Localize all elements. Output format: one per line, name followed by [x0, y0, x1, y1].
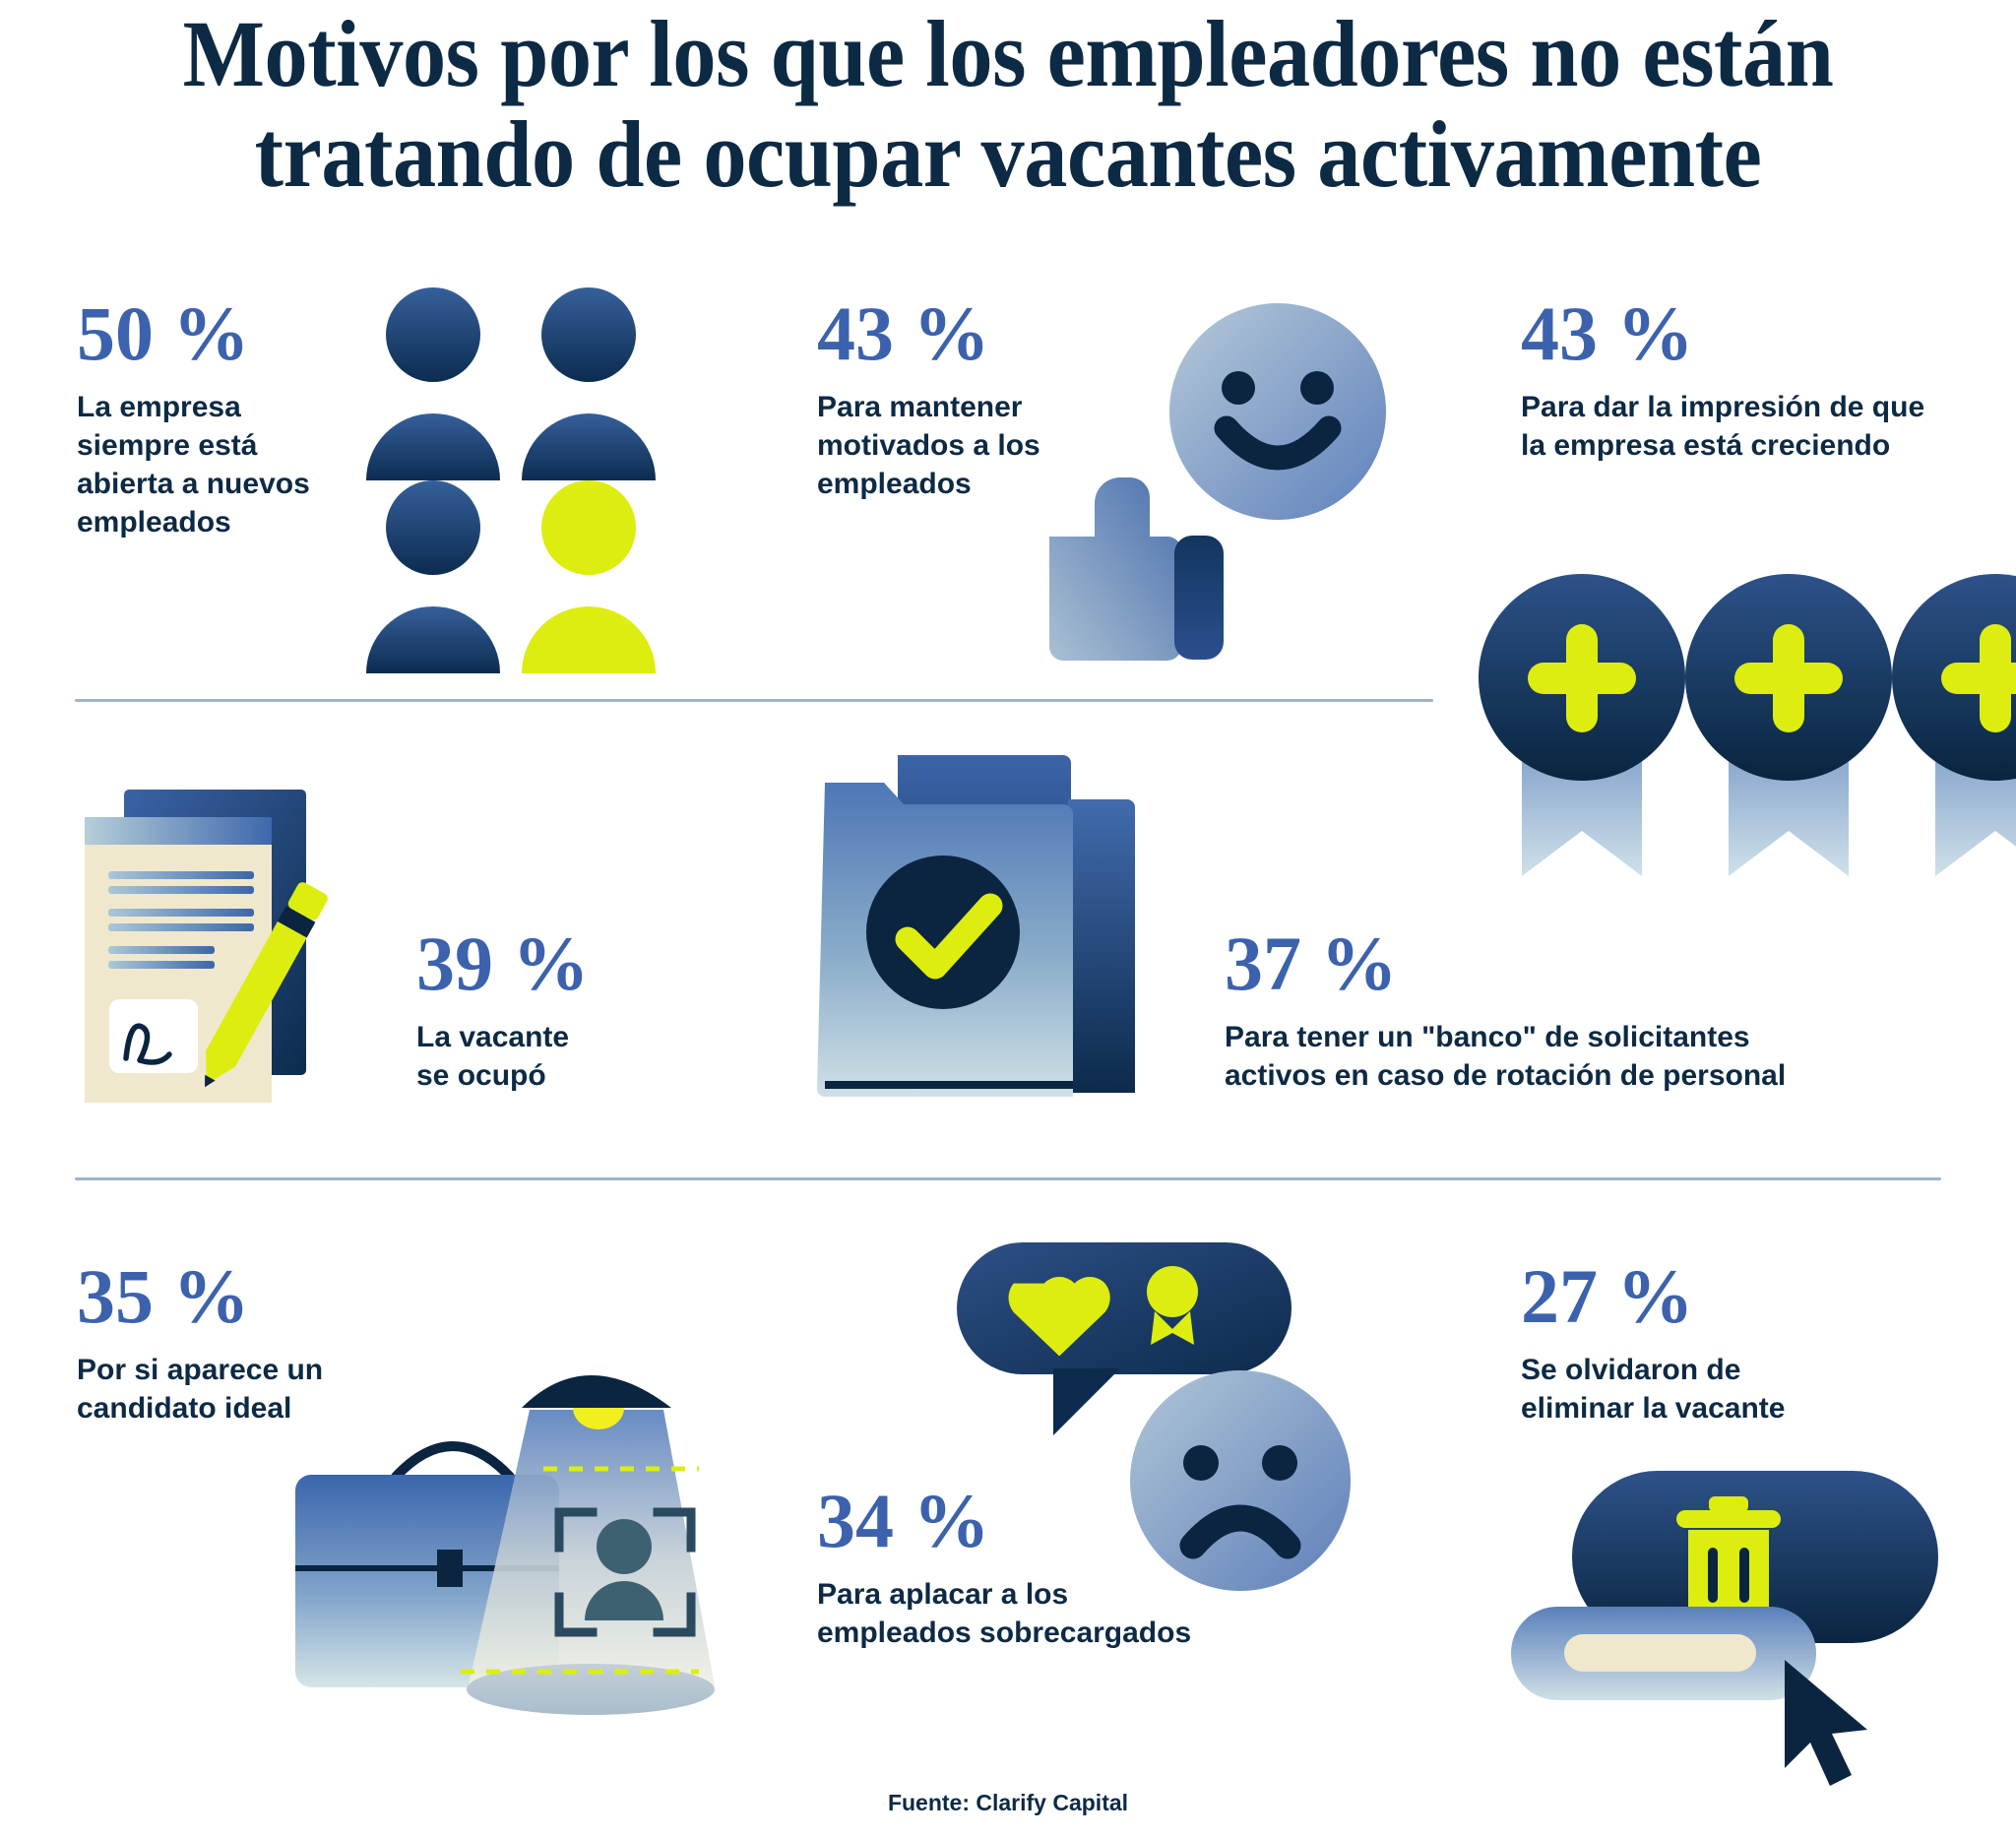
- stat-block-34: 34 % Para aplacar a los empleados sobrec…: [817, 1483, 1290, 1652]
- smiley-thumbsup-icon: [1043, 285, 1437, 661]
- divider-row-1: [75, 699, 1433, 702]
- plus-badges-icon: [1479, 561, 2016, 896]
- stat-block-43-motivados: 43 % Para mantener motivados a los emple…: [817, 295, 1112, 503]
- briefcase-spotlight-icon: [285, 1347, 715, 1760]
- page-title: Motivos por los que los empleadores no e…: [182, 1, 1834, 207]
- stat-percent: 34 %: [817, 1478, 990, 1563]
- stat-block-35: 35 % Por si aparece un candidato ideal: [77, 1258, 402, 1427]
- signed-document-pen-icon: [77, 778, 402, 1103]
- stat-percent: 43 %: [1521, 290, 1694, 376]
- stat-block-43-impresion: 43 % Para dar la impresión de que la emp…: [1521, 295, 2013, 465]
- divider-row-2: [75, 1177, 1941, 1180]
- stat-percent: 35 %: [77, 1253, 250, 1339]
- stat-description: La vacante se ocupó: [416, 1021, 570, 1092]
- stat-description: Para tener un "banco" de solicitantes ac…: [1225, 1021, 1787, 1092]
- trash-cursor-icon: [1501, 1445, 1944, 1839]
- stat-description: Para mantener motivados a los empleados: [817, 391, 1040, 500]
- stat-block-27: 27 % Se olvidaron de eliminar la vacante: [1521, 1258, 1964, 1427]
- stat-description: La empresa siempre está abierta a nuevos…: [77, 391, 310, 539]
- stat-percent: 50 %: [77, 290, 250, 376]
- stat-description: Para dar la impresión de que la empresa …: [1521, 391, 1925, 462]
- people-group-icon: [362, 284, 697, 673]
- stat-percent: 37 %: [1225, 920, 1398, 1006]
- stat-block-39: 39 % La vacante se ocupó: [416, 925, 662, 1095]
- stat-percent: 43 %: [817, 290, 990, 376]
- stat-description: Para aplacar a los empleados sobrecargad…: [817, 1578, 1192, 1649]
- source-footer: Fuente: Clarify Capital: [887, 1790, 1129, 1815]
- stat-description: Se olvidaron de eliminar la vacante: [1521, 1354, 1786, 1425]
- stat-block-50: 50 % La empresa siempre está abierta a n…: [77, 295, 372, 541]
- folders-check-icon: [817, 750, 1152, 1134]
- stat-description: Por si aparece un candidato ideal: [77, 1354, 324, 1425]
- stat-percent: 27 %: [1521, 1253, 1694, 1339]
- stat-block-37: 37 % Para tener un "banco" de solicitant…: [1225, 925, 1933, 1095]
- speech-bubble-sadface-icon: [945, 1238, 1378, 1632]
- stat-percent: 39 %: [416, 920, 590, 1006]
